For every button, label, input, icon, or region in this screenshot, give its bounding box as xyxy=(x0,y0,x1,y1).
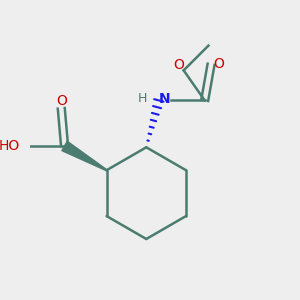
Text: O: O xyxy=(173,58,184,72)
Polygon shape xyxy=(62,141,107,171)
Text: O: O xyxy=(214,57,225,71)
Text: HO: HO xyxy=(0,139,20,153)
Text: O: O xyxy=(56,94,67,108)
Text: N: N xyxy=(158,92,170,106)
Text: H: H xyxy=(138,92,147,105)
